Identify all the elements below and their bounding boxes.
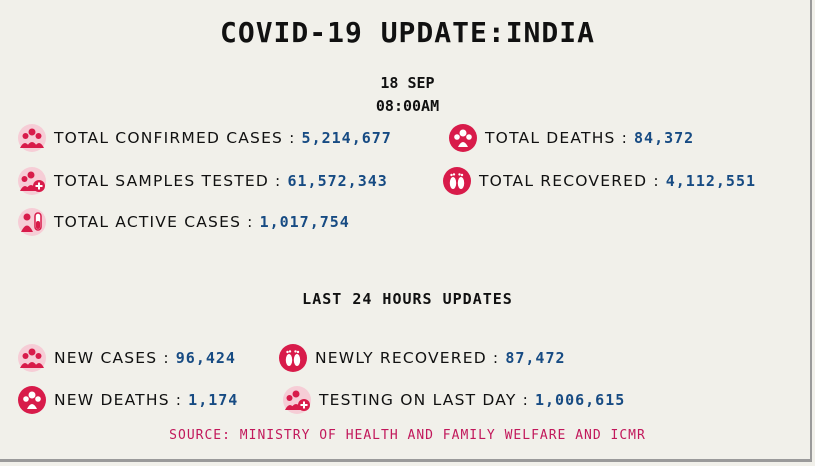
stat-label: TOTAL DEATHS bbox=[485, 129, 616, 147]
footprints-icon bbox=[279, 344, 307, 372]
stat-separator: : bbox=[492, 349, 500, 367]
stat-value: 5,214,677 bbox=[301, 129, 392, 147]
page-title: COVID-19 UPDATE:INDIA bbox=[219, 16, 595, 49]
stat-separator: : bbox=[522, 391, 529, 409]
update-date: 18 SEP bbox=[380, 74, 435, 92]
stat-label: TESTING ON LAST DAY bbox=[319, 391, 517, 409]
stat-value: 1,017,754 bbox=[259, 213, 350, 231]
last-24-hours-heading: LAST 24 HOURS UPDATES bbox=[302, 290, 513, 308]
stat-total-recovered: TOTAL RECOVERED : 4,112,551 bbox=[443, 167, 756, 195]
stat-total-deaths: TOTAL DEATHS : 84,372 bbox=[449, 124, 694, 152]
stat-total-active: TOTAL ACTIVE CASES : 1,017,754 bbox=[18, 208, 350, 236]
stat-label: NEW DEATHS bbox=[54, 391, 170, 409]
stat-testing-last-day: TESTING ON LAST DAY : 1,006,615 bbox=[283, 386, 625, 414]
stat-new-deaths: NEW DEATHS : 1,174 bbox=[18, 386, 238, 414]
person-test-tube-icon bbox=[18, 208, 46, 236]
stat-label: TOTAL CONFIRMED CASES bbox=[54, 129, 284, 147]
stat-separator: : bbox=[163, 349, 170, 367]
deaths-icon bbox=[449, 124, 477, 152]
stat-value: 1,006,615 bbox=[535, 391, 626, 409]
people-icon bbox=[18, 344, 46, 372]
deaths-icon bbox=[18, 386, 46, 414]
stat-value: 87,472 bbox=[505, 349, 566, 367]
update-time: 08:00AM bbox=[375, 97, 440, 115]
stat-total-confirmed: TOTAL CONFIRMED CASES : 5,214,677 bbox=[18, 124, 392, 152]
stat-new-cases: NEW CASES : 96,424 bbox=[18, 344, 236, 372]
people-plus-icon bbox=[283, 386, 311, 414]
stat-separator: : bbox=[653, 172, 660, 190]
stat-value: 1,174 bbox=[188, 391, 239, 409]
stat-value: 84,372 bbox=[634, 129, 695, 147]
stat-label: NEWLY RECOVERED bbox=[315, 349, 487, 367]
stat-value: 4,112,551 bbox=[665, 172, 757, 190]
stat-label: TOTAL SAMPLES TESTED bbox=[54, 172, 270, 190]
stat-label: TOTAL RECOVERED bbox=[479, 172, 648, 190]
stat-separator: : bbox=[621, 129, 629, 147]
people-icon bbox=[18, 124, 46, 152]
stat-label: NEW CASES bbox=[54, 349, 158, 367]
stat-value: 96,424 bbox=[175, 349, 236, 367]
stat-value: 61,572,343 bbox=[287, 172, 388, 190]
stat-separator: : bbox=[275, 172, 282, 190]
stat-separator: : bbox=[175, 391, 183, 409]
stat-newly-recovered: NEWLY RECOVERED : 87,472 bbox=[279, 344, 566, 372]
footprints-icon bbox=[443, 167, 471, 195]
stat-separator: : bbox=[247, 213, 254, 231]
stat-label: TOTAL ACTIVE CASES bbox=[54, 213, 242, 231]
stat-total-samples: TOTAL SAMPLES TESTED : 61,572,343 bbox=[18, 167, 388, 195]
stat-separator: : bbox=[289, 129, 296, 147]
people-plus-icon bbox=[18, 167, 46, 195]
source-note: SOURCE: MINISTRY OF HEALTH AND FAMILY WE… bbox=[169, 428, 646, 443]
